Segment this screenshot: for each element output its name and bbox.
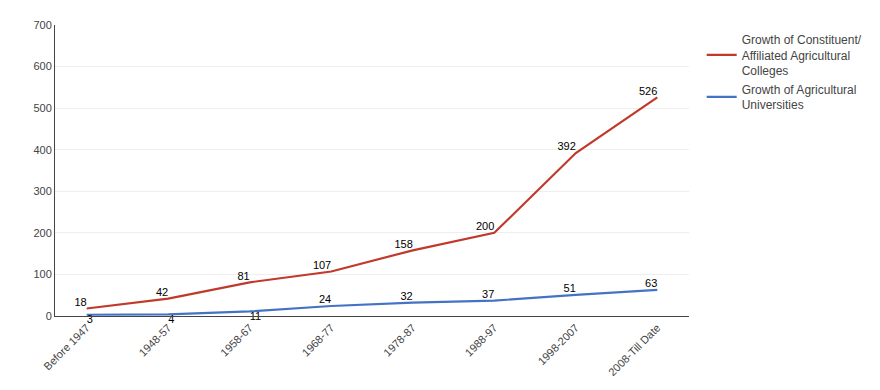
- svg-text:300: 300: [33, 185, 51, 197]
- svg-text:32: 32: [401, 290, 413, 302]
- svg-text:63: 63: [645, 277, 657, 289]
- svg-text:1988-97: 1988-97: [463, 322, 500, 359]
- svg-text:526: 526: [639, 85, 657, 97]
- svg-text:0: 0: [46, 310, 52, 322]
- svg-text:3: 3: [87, 313, 93, 325]
- svg-text:400: 400: [33, 144, 51, 156]
- svg-text:200: 200: [476, 220, 494, 232]
- svg-text:1998-2007: 1998-2007: [535, 322, 581, 368]
- svg-text:11: 11: [250, 310, 261, 322]
- svg-text:24: 24: [319, 293, 331, 305]
- svg-text:37: 37: [482, 288, 494, 300]
- svg-text:Growth of Constituent/Affiliat: Growth of Constituent/Affiliated Agricul…: [742, 33, 862, 78]
- svg-text:107: 107: [313, 259, 331, 271]
- svg-text:200: 200: [33, 227, 51, 239]
- svg-text:51: 51: [564, 282, 576, 294]
- svg-text:42: 42: [156, 286, 168, 298]
- svg-text:600: 600: [33, 60, 51, 72]
- svg-text:2008-Till Date: 2008-Till Date: [606, 322, 663, 379]
- svg-text:700: 700: [33, 19, 51, 31]
- svg-text:4: 4: [168, 313, 174, 325]
- svg-text:1978-87: 1978-87: [381, 322, 418, 359]
- svg-text:Growth of AgriculturalUniversi: Growth of AgriculturalUniversities: [742, 83, 857, 113]
- svg-text:1968-77: 1968-77: [300, 322, 337, 359]
- svg-text:1958-67: 1958-67: [218, 322, 255, 359]
- svg-text:100: 100: [33, 268, 51, 280]
- svg-text:81: 81: [237, 270, 249, 282]
- svg-text:158: 158: [394, 238, 412, 250]
- svg-text:392: 392: [557, 140, 575, 152]
- svg-text:1948-57: 1948-57: [136, 322, 173, 359]
- svg-text:Before 1947: Before 1947: [41, 322, 92, 373]
- svg-text:18: 18: [74, 296, 86, 308]
- svg-text:500: 500: [33, 102, 51, 114]
